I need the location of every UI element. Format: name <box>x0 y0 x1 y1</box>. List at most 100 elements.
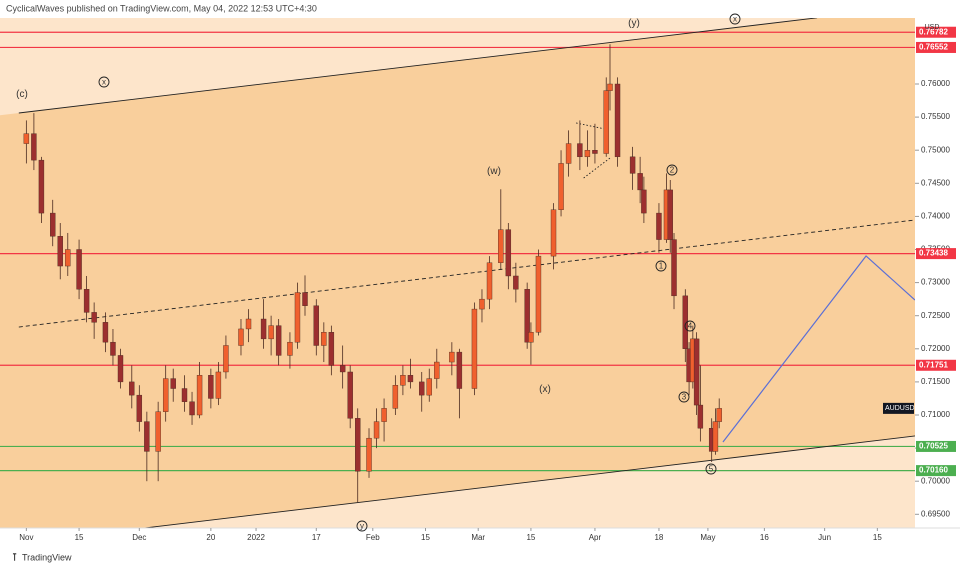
x-tick-label: Mar <box>471 533 485 542</box>
footer-logo: ⊺ <box>12 553 17 564</box>
candle-body <box>426 378 432 396</box>
candle <box>347 365 353 429</box>
candle <box>83 275 90 323</box>
candle <box>294 282 301 349</box>
candle-body <box>189 401 195 416</box>
candle <box>637 156 643 204</box>
candle-body <box>38 159 45 214</box>
candle-body <box>498 229 504 263</box>
candle <box>535 249 542 336</box>
wave-circle <box>356 520 368 532</box>
candle-body <box>407 375 414 383</box>
candle-body <box>505 229 512 277</box>
candle-body <box>215 371 222 399</box>
x-tick-label: Jun <box>818 533 831 542</box>
candle-body <box>31 133 37 161</box>
candle-body <box>260 318 267 340</box>
y-tick-label: 0.69500 <box>921 509 950 518</box>
candle-body <box>614 83 621 158</box>
candle <box>136 385 143 432</box>
candle <box>528 322 534 365</box>
y-tick-label: 0.72000 <box>921 344 950 353</box>
level-label: 0.70525 <box>919 442 948 451</box>
level-label: 0.76552 <box>919 43 948 52</box>
candle-body <box>577 143 583 158</box>
candle-body <box>486 262 493 300</box>
candle <box>339 345 346 389</box>
candle <box>189 391 195 425</box>
y-tick-label: 0.75500 <box>921 112 950 121</box>
wave-label: y <box>360 522 364 531</box>
candle <box>23 120 30 164</box>
y-tick-label: 0.71500 <box>921 377 950 386</box>
candle <box>558 150 564 217</box>
candle <box>208 368 214 409</box>
x-tick-label: Feb <box>366 533 380 542</box>
candle <box>31 113 37 171</box>
candle-body <box>83 289 90 313</box>
candle-body <box>716 408 722 422</box>
level-label: 0.76782 <box>919 27 948 36</box>
candle-body <box>328 332 335 366</box>
candle <box>656 203 662 253</box>
candle-body <box>697 404 704 429</box>
candle <box>302 275 308 316</box>
candle-body <box>129 381 135 396</box>
candle <box>392 375 399 415</box>
wave-circle <box>684 320 696 332</box>
candle <box>697 365 704 442</box>
x-tick-label: 15 <box>873 533 882 542</box>
candle-body <box>57 236 63 267</box>
candle <box>434 348 440 389</box>
candle <box>671 232 677 310</box>
level-label: 0.71751 <box>919 360 948 369</box>
candle <box>400 365 406 396</box>
candle-body <box>110 341 116 356</box>
candle-body <box>102 322 109 343</box>
candle <box>693 332 700 415</box>
candle-body <box>524 289 530 343</box>
candle-body <box>592 150 598 154</box>
x-tick-label: 15 <box>421 533 430 542</box>
candle-body <box>196 375 203 416</box>
candle <box>577 120 583 171</box>
x-tick-label: Nov <box>19 533 33 542</box>
candle-body <box>170 378 176 389</box>
candle-body <box>392 385 399 409</box>
candle <box>584 130 591 167</box>
level-tag <box>916 41 956 53</box>
candle <box>260 299 267 349</box>
level-tag <box>916 248 956 260</box>
candle-body <box>155 411 161 452</box>
candle-body <box>339 365 346 373</box>
candle-body <box>208 375 214 399</box>
x-tick-label: 18 <box>654 533 663 542</box>
x-tick-label: 20 <box>206 533 215 542</box>
candle <box>91 302 97 339</box>
y-tick-label: 0.71000 <box>921 410 950 419</box>
candle <box>355 408 361 503</box>
candle <box>65 232 71 276</box>
wave-circle <box>705 463 717 475</box>
trendline <box>140 435 915 528</box>
level-tag <box>916 26 956 38</box>
candle-body <box>584 150 591 158</box>
candle <box>498 189 504 270</box>
wave-label: (y) <box>628 18 640 29</box>
candle <box>607 44 613 111</box>
candle-body <box>91 312 97 323</box>
candle <box>505 223 512 290</box>
candle-body <box>321 332 327 346</box>
candle-body <box>456 351 463 389</box>
wave-label: 3 <box>682 393 687 402</box>
candle <box>486 256 493 310</box>
y-tick-label: 0.73000 <box>921 278 950 287</box>
y-tick-label: 0.74000 <box>921 212 950 221</box>
trendline <box>18 18 818 114</box>
candle-body <box>558 163 564 210</box>
candle <box>716 398 722 429</box>
x-tick-label: 15 <box>526 533 535 542</box>
wave-label: 2 <box>670 166 675 175</box>
wave-label: x <box>733 15 737 24</box>
